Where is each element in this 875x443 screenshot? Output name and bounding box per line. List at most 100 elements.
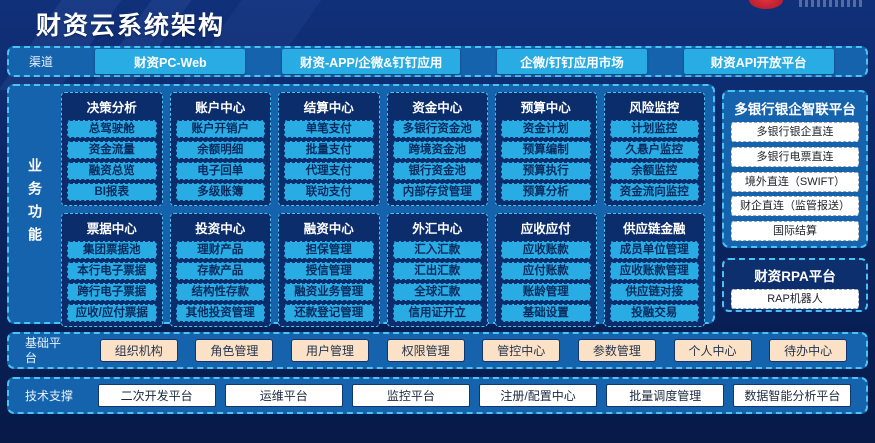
rpa-robot-button[interactable]: RAP机器人 xyxy=(731,289,859,309)
group-forex-center: 外汇中心 汇入汇款汇出汇款全球汇款信用证开立 xyxy=(386,213,488,327)
module-button[interactable]: 电子回单 xyxy=(175,162,265,180)
channel-button[interactable]: 财资PC-Web xyxy=(95,49,246,74)
group-title: 资金中心 xyxy=(412,101,463,115)
module-button[interactable]: 集团票据池 xyxy=(67,241,157,259)
base-platform-button[interactable]: 参数管理 xyxy=(577,339,656,362)
module-button[interactable]: 投融交易 xyxy=(609,304,699,322)
module-button[interactable]: 其他投资管理 xyxy=(175,304,265,322)
module-button[interactable]: 多银行资金池 xyxy=(392,120,482,138)
bank-connect-button[interactable]: 多银行电票直连 xyxy=(731,146,859,167)
group-items: 总驾驶舱资金流量融资总览 BI报表 xyxy=(66,119,158,203)
module-button[interactable]: 本行电子票据 xyxy=(67,262,157,280)
module-button[interactable]: 联动支付 xyxy=(284,183,374,201)
channel-button[interactable]: 财资-APP/企微&钉钉应用 xyxy=(281,49,461,74)
group-title: 供应链金融 xyxy=(622,222,686,236)
module-button[interactable]: 信用证开立 xyxy=(392,304,482,322)
module-button[interactable]: 基础设置 xyxy=(501,304,591,322)
base-platform-bar: 基础平台 组织机构 角色管理 用户管理 权限管理 管控中心 参数管理 个人中心 待办中心 xyxy=(7,332,868,369)
base-platform-button[interactable]: 待办中心 xyxy=(769,339,848,362)
base-platform-button[interactable]: 权限管理 xyxy=(386,339,465,362)
bank-connect-button[interactable]: 财企直连（监管报送） xyxy=(731,196,859,217)
module-button[interactable]: 存款产品 xyxy=(175,262,265,280)
bank-connect-button[interactable]: 国际结算 xyxy=(731,221,859,241)
bank-connect-button[interactable]: 多银行银企直连 xyxy=(731,122,859,142)
module-button[interactable]: BI报表 xyxy=(67,183,157,201)
module-button[interactable]: 跨行电子票据 xyxy=(67,283,157,301)
module-button[interactable]: 担保管理 xyxy=(284,241,374,259)
module-button[interactable]: 授信管理 xyxy=(284,262,374,280)
base-platform-button[interactable]: 角色管理 xyxy=(195,339,274,362)
tech-support-button[interactable]: 数据智能分析平台 xyxy=(733,384,852,407)
base-platform-buttons: 组织机构 角色管理 用户管理 权限管理 管控中心 参数管理 个人中心 待办中心 xyxy=(81,339,866,362)
group-bills-center: 票据中心 集团票据池 本行电子票据 跨行电子票据 应收/应付票据 xyxy=(61,213,163,327)
bank-connect-platform-panel: 多银行银企智联平台 多银行银企直连 多银行电票直连 境外直连（SWIFT） 财企直连（… xyxy=(722,90,868,248)
module-button[interactable]: 单笔支付 xyxy=(284,120,374,138)
module-button[interactable]: 资金流向监控 xyxy=(609,183,699,201)
group-supply-chain-finance: 供应链金融 成员单位管理 应收账款管理 供应链对接投融交易 xyxy=(603,213,705,327)
module-button[interactable]: 账龄管理 xyxy=(501,283,591,301)
module-button[interactable]: 应收账款管理 xyxy=(609,262,699,280)
module-button[interactable]: 代理支付 xyxy=(284,162,374,180)
base-platform-button[interactable]: 个人中心 xyxy=(673,339,752,362)
module-button[interactable]: 余额明细 xyxy=(175,141,265,159)
base-platform-label: 基础平台 xyxy=(25,335,62,365)
module-button[interactable]: 汇出汇款 xyxy=(392,262,482,280)
group-risk-monitoring: 风险监控 计划监控久悬户监控余额监控资金流向监控 xyxy=(603,92,705,206)
module-button[interactable]: 结构性存款 xyxy=(175,283,265,301)
channel-button[interactable]: 财资API开放平台 xyxy=(683,49,834,74)
rpa-platform-title: 财资RPA平台 xyxy=(754,269,836,284)
module-button[interactable]: 汇入汇款 xyxy=(392,241,482,259)
base-platform-button[interactable]: 组织机构 xyxy=(99,339,178,362)
module-button[interactable]: 理财产品 xyxy=(175,241,265,259)
bank-connect-items: 多银行银企直连 多银行电票直连 境外直连（SWIFT） 财企直连（监管报送） 国际结算 xyxy=(729,121,861,242)
module-button[interactable]: 资金计划 xyxy=(501,120,591,138)
group-items: 担保管理授信管理融资业务管理 还款登记管理 xyxy=(283,240,375,324)
module-button[interactable]: 成员单位管理 xyxy=(609,241,699,259)
group-title: 风险监控 xyxy=(629,101,680,115)
group-title: 外汇中心 xyxy=(412,222,463,236)
group-title: 决策分析 xyxy=(86,101,137,115)
group-investment-center: 投资中心 理财产品 存款产品 结构性存款 其他投资管理 xyxy=(169,213,271,327)
module-button[interactable]: 跨境资金池 xyxy=(392,141,482,159)
module-button[interactable]: 久悬户监控 xyxy=(609,141,699,159)
group-title: 预算中心 xyxy=(520,101,571,115)
module-button[interactable]: 总驾驶舱 xyxy=(67,120,157,138)
tech-support-button[interactable]: 监控平台 xyxy=(351,384,470,407)
module-button[interactable]: 账户开销户 xyxy=(175,120,265,138)
module-button[interactable]: 批量支付 xyxy=(284,141,374,159)
module-button[interactable]: 计划监控 xyxy=(609,120,699,138)
module-button[interactable]: 内部存贷管理 xyxy=(392,183,482,201)
channels-buttons: 财资PC-Web 财资-APP/企微&钉钉应用 企微/钉钉应用市场 财资API开放平台 xyxy=(63,49,866,74)
group-items: 计划监控久悬户监控余额监控资金流向监控 xyxy=(609,119,701,203)
module-button[interactable]: 银行资金池 xyxy=(392,162,482,180)
group-items: 资金计划预算编制预算执行预算分析 xyxy=(500,119,592,203)
module-button[interactable]: 预算执行 xyxy=(501,162,591,180)
business-groups-grid: 决策分析 总驾驶舱 资金流量 融资总览 BI报表 账户中心 账户开销户 余额明细 电子回单… xyxy=(61,86,713,327)
module-button[interactable]: 供应链对接 xyxy=(609,283,699,301)
module-button[interactable]: 预算分析 xyxy=(501,183,591,201)
module-button[interactable]: 融资总览 xyxy=(67,162,157,180)
group-ar-ap: 应收应付 应收账款 应付账款 账龄管理 基础设置 xyxy=(495,213,597,327)
module-button[interactable]: 资金流量 xyxy=(67,141,157,159)
group-decision-analysis: 决策分析 总驾驶舱资金流量融资总览 BI报表 xyxy=(61,92,163,206)
tech-support-button[interactable]: 注册/配置中心 xyxy=(479,384,598,407)
module-button[interactable]: 多级账簿 xyxy=(175,183,265,201)
base-platform-button[interactable]: 用户管理 xyxy=(291,339,370,362)
module-button[interactable]: 应收/应付票据 xyxy=(67,304,157,322)
tech-support-button[interactable]: 二次开发平台 xyxy=(97,384,216,407)
base-platform-button[interactable]: 管控中心 xyxy=(482,339,561,362)
module-button[interactable]: 全球汇款 xyxy=(392,283,482,301)
rpa-items: RAP机器人 xyxy=(729,288,861,310)
module-button[interactable]: 应收账款 xyxy=(501,241,591,259)
tech-support-button[interactable]: 运维平台 xyxy=(224,384,343,407)
group-items: 多银行资金池 跨境资金池银行资金池内部存贷管理 xyxy=(392,119,484,203)
module-button[interactable]: 预算编制 xyxy=(501,141,591,159)
module-button[interactable]: 融资业务管理 xyxy=(284,283,374,301)
module-button[interactable]: 余额监控 xyxy=(609,162,699,180)
business-functions-label: 业务功能 xyxy=(27,158,43,250)
module-button[interactable]: 还款登记管理 xyxy=(284,304,374,322)
bank-connect-button[interactable]: 境外直连（SWIFT） xyxy=(731,171,859,192)
channel-button[interactable]: 企微/钉钉应用市场 xyxy=(496,49,647,74)
tech-support-button[interactable]: 批量调度管理 xyxy=(606,384,725,407)
module-button[interactable]: 应付账款 xyxy=(501,262,591,280)
